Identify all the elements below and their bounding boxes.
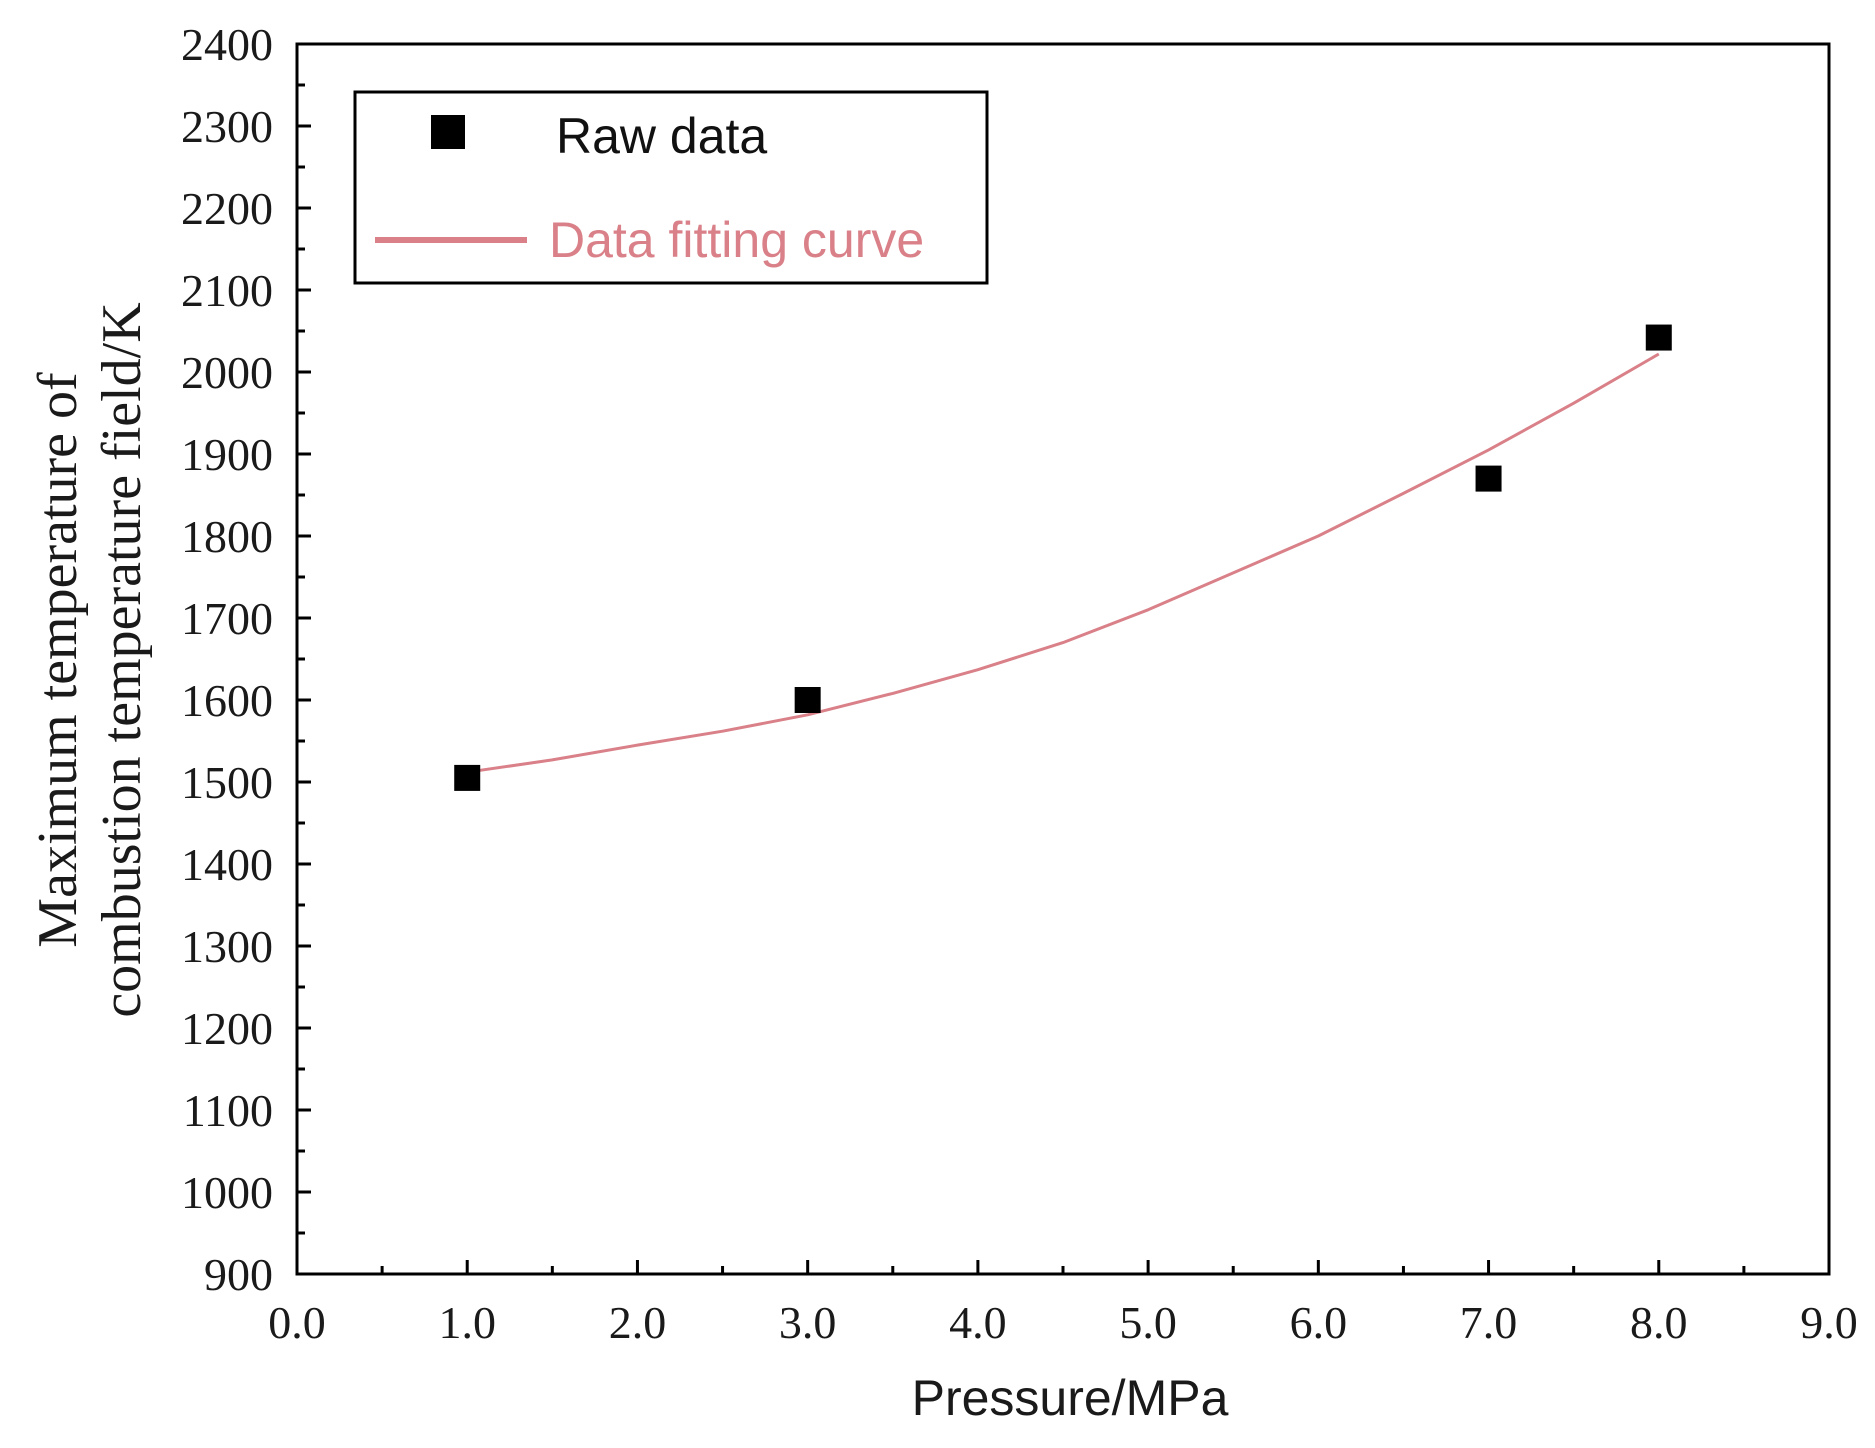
x-tick-label: 6.0 [1290, 1297, 1348, 1348]
y-tick-label: 1600 [181, 675, 273, 726]
x-tick-label: 1.0 [438, 1297, 496, 1348]
x-tick-label: 2.0 [609, 1297, 667, 1348]
y-tick-label: 2300 [181, 101, 273, 152]
x-tick-label: 3.0 [779, 1297, 837, 1348]
legend-fit-curve-label: Data fitting curve [549, 212, 924, 268]
x-axis-ticks [295, 1260, 1831, 1274]
raw-data-point [794, 687, 821, 713]
y-tick-label: 1900 [181, 429, 273, 480]
x-tick-label: 5.0 [1119, 1297, 1177, 1348]
y-tick-label: 1200 [181, 1003, 273, 1054]
series-layer [454, 324, 1672, 791]
raw-data-point [1645, 324, 1672, 351]
y-tick-label: 2000 [181, 347, 273, 398]
y-axis-label-line-1: Maximum temperature of [27, 372, 89, 948]
y-tick-label: 2400 [181, 19, 273, 70]
x-tick-label: 8.0 [1630, 1297, 1688, 1348]
x-tick-label: 7.0 [1460, 1297, 1518, 1348]
x-tick-label: 4.0 [949, 1297, 1007, 1348]
y-tick-label: 1400 [181, 839, 273, 890]
plot-area-frame [295, 42, 1831, 1276]
y-axis-ticks [297, 42, 311, 1276]
y-tick-label: 1300 [181, 921, 273, 972]
y-tick-label: 1700 [181, 593, 273, 644]
y-tick-label: 1500 [181, 757, 273, 808]
x-tick-label: 9.0 [1800, 1297, 1858, 1348]
y-tick-label: 2200 [181, 183, 273, 234]
x-axis-label: Pressure/MPa [912, 1370, 1229, 1426]
y-tick-label: 1800 [181, 511, 273, 562]
y-tick-label: 1000 [181, 1167, 273, 1218]
raw-data-point [454, 764, 481, 791]
y-tick-label: 900 [204, 1249, 273, 1300]
legend-raw-data-label: Raw data [556, 108, 767, 164]
fit-curve-line [466, 352, 1660, 774]
legend: Raw data Data fitting curve [353, 90, 989, 285]
legend-raw-data-marker [431, 115, 465, 149]
x-axis-tick-labels: 0.0 1.0 2.0 3.0 4.0 5.0 6.0 7.0 8.0 9.0 [268, 1297, 1858, 1348]
y-tick-label: 1100 [183, 1085, 273, 1136]
y-tick-label: 2100 [181, 265, 273, 316]
raw-data-point [1475, 465, 1502, 492]
y-axis-label-line-2: combustion temperature field/K [91, 302, 153, 1017]
y-axis-tick-labels: 900 1000 1100 1200 1300 1400 1500 1600 1700 1800 1… [181, 19, 273, 1300]
x-tick-label: 0.0 [268, 1297, 326, 1348]
